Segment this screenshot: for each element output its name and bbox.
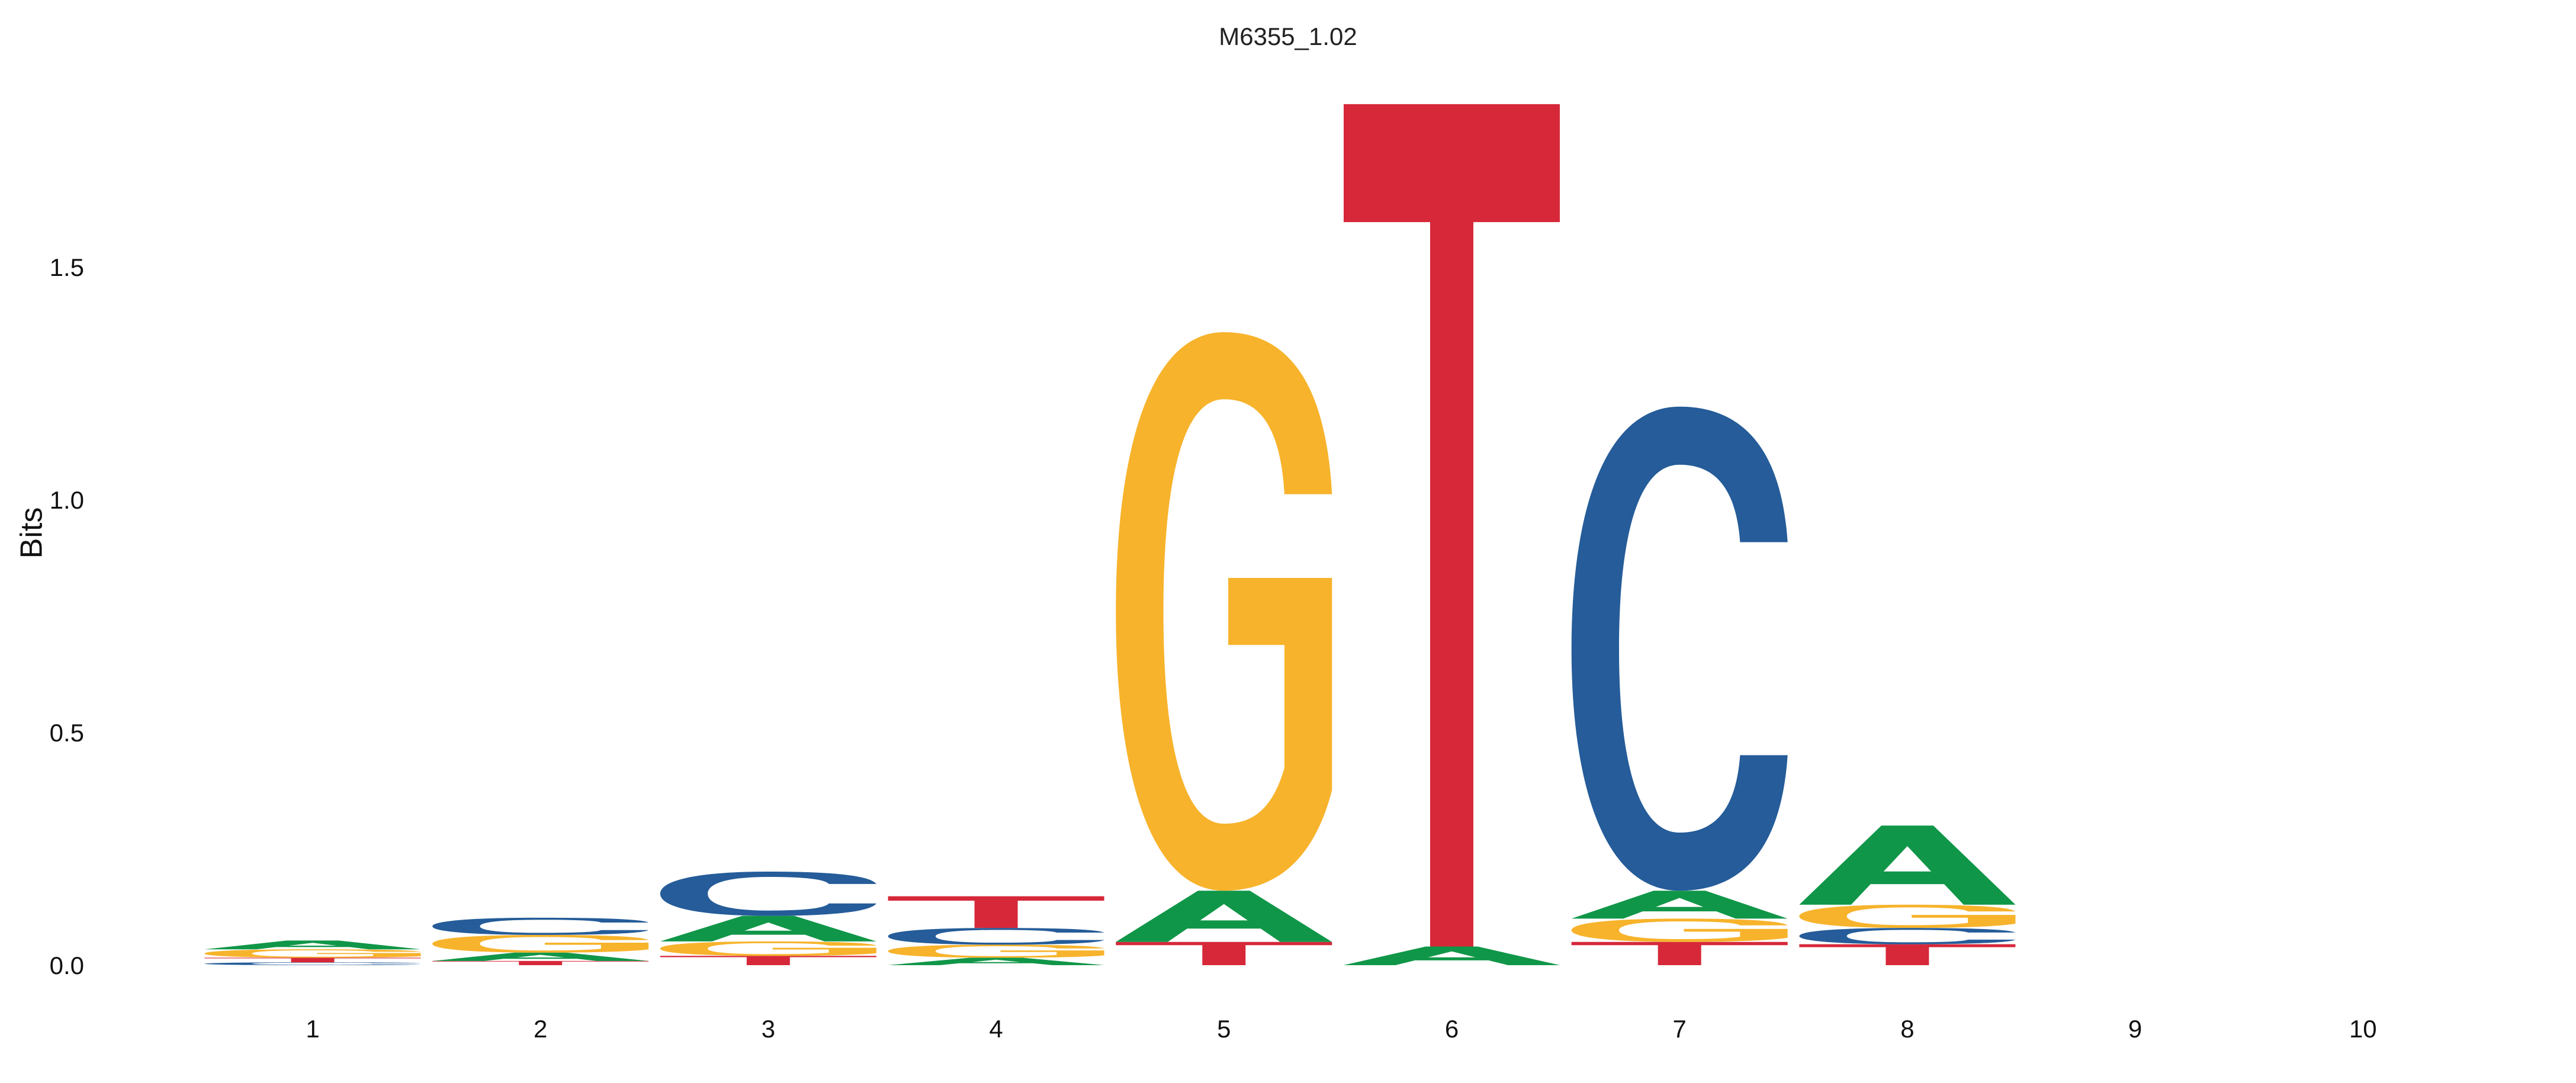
logo-letter-t-pos-5 <box>1116 941 1332 965</box>
logo-letter-t-pos-3 <box>660 956 876 965</box>
logo-letter-a-pos-8 <box>1799 825 2016 905</box>
logo-letter-g-pos-1 <box>204 949 421 958</box>
logo-letter-t-pos-8 <box>1799 944 2016 965</box>
logo-letter-a-pos-3 <box>660 915 876 941</box>
x-tick-label: 5 <box>1217 1015 1231 1043</box>
logo-letter-a-pos-2 <box>432 952 649 961</box>
x-tick-label: 2 <box>534 1015 547 1043</box>
logo-letter-g-pos-7 <box>1571 918 1788 942</box>
x-tick-label: 10 <box>2349 1015 2377 1043</box>
logo-letter-g-pos-3 <box>660 941 876 956</box>
logo-letter-a-pos-7 <box>1571 891 1788 919</box>
logo-letter-c-pos-7 <box>1571 406 1788 891</box>
logo-letter-t-pos-6 <box>1344 104 1560 947</box>
logo-letter-g-pos-4 <box>888 944 1104 958</box>
logo-letter-t-pos-1 <box>204 957 421 963</box>
logo-letter-a-pos-1 <box>204 940 421 950</box>
logo-letter-c-pos-8 <box>1799 928 2016 944</box>
logo-letter-c-pos-3 <box>660 872 876 916</box>
y-tick-label: 0.5 <box>50 719 84 747</box>
logo-letter-c-pos-4 <box>888 928 1104 945</box>
logo-stacks <box>204 104 2016 965</box>
logo-letter-t-pos-2 <box>432 960 649 965</box>
logo-letter-a-pos-6 <box>1344 946 1560 965</box>
x-tick-label: 3 <box>762 1015 775 1043</box>
logo-letter-a-pos-4 <box>888 957 1104 965</box>
y-axis-ticks: 0.0 0.5 1.0 1.5 <box>50 253 84 979</box>
x-tick-label: 8 <box>1900 1015 1914 1043</box>
logo-letter-g-pos-5 <box>1116 332 1332 891</box>
chart-title: M6355_1.02 <box>1219 23 1357 50</box>
x-tick-label: 4 <box>989 1015 1003 1043</box>
logo-letter-a-pos-5 <box>1116 891 1332 942</box>
x-tick-label: 7 <box>1673 1015 1687 1043</box>
x-tick-label: 9 <box>2128 1015 2142 1043</box>
logo-letter-c-pos-2 <box>432 917 649 935</box>
logo-letter-t-pos-7 <box>1571 941 1788 965</box>
logo-letter-g-pos-8 <box>1799 904 2016 928</box>
logo-letter-t-pos-4 <box>888 896 1104 928</box>
x-tick-label: 6 <box>1445 1015 1459 1043</box>
x-axis-ticks: 1 2 3 4 5 6 7 8 9 10 <box>306 1015 2376 1043</box>
x-tick-label: 1 <box>306 1015 319 1043</box>
logo-letter-c-pos-1 <box>204 962 421 965</box>
y-tick-label: 1.0 <box>50 486 84 514</box>
y-tick-label: 1.5 <box>50 253 84 281</box>
y-tick-label: 0.0 <box>50 952 84 979</box>
logo-letter-g-pos-2 <box>432 934 649 953</box>
